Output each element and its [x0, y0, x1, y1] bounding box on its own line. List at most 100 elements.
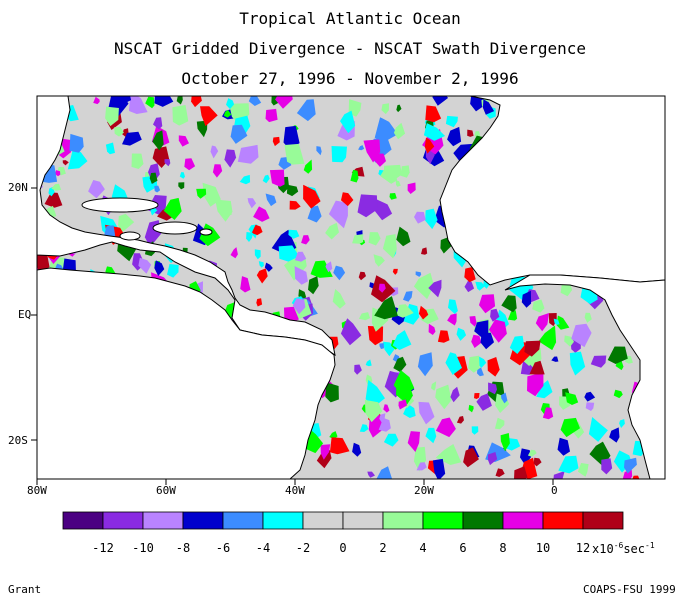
field-patch: [383, 404, 390, 413]
lon-label-20w: 20W: [414, 484, 434, 497]
field-patch: [389, 193, 397, 200]
field-patch: [469, 316, 477, 327]
field-patch: [329, 437, 350, 455]
field-patch: [248, 96, 262, 106]
field-patch: [308, 276, 319, 295]
field-patch: [453, 143, 473, 168]
field-patch: [577, 463, 589, 477]
field-patch: [613, 389, 623, 399]
field-patch: [456, 416, 464, 424]
lon-label-60w: 60W: [156, 484, 176, 497]
field-patch: [396, 104, 402, 113]
field-patch: [122, 131, 142, 146]
field-patch: [477, 367, 484, 377]
field-patch: [178, 182, 185, 190]
field-patch: [325, 222, 339, 240]
field-patch: [367, 471, 375, 478]
field-patch: [450, 386, 460, 403]
field-patch: [357, 194, 378, 218]
field-patch: [393, 356, 407, 373]
field-patch: [262, 174, 270, 184]
field-patch: [286, 184, 299, 197]
field-patch: [622, 469, 633, 479]
colorbar-swatch: [222, 511, 264, 530]
field-patch: [495, 468, 505, 477]
field-patch: [380, 165, 398, 184]
colorbar-tick-label: 0: [339, 541, 347, 555]
field-patch: [359, 424, 369, 432]
field-patch: [588, 417, 608, 442]
field-patch: [105, 142, 115, 155]
field-patch: [500, 433, 510, 452]
field-patch: [494, 417, 505, 430]
field-patch: [221, 210, 233, 218]
field-patch: [341, 192, 354, 207]
field-patch: [378, 417, 391, 432]
field-patch: [200, 106, 218, 127]
field-patch: [62, 160, 69, 166]
field-patch: [296, 99, 316, 122]
colorbar-swatch: [182, 511, 224, 530]
field-patch: [320, 444, 331, 460]
land-africa: [504, 274, 665, 479]
colorbar-tick-label: 12: [575, 541, 591, 555]
field-patch: [131, 153, 144, 169]
field-patch: [354, 364, 362, 375]
field-patch: [364, 399, 383, 423]
field-patch: [254, 249, 261, 260]
field-patch: [333, 265, 346, 281]
field-patch: [425, 208, 438, 230]
field-patch: [514, 466, 528, 479]
colorbar-swatch: [142, 511, 184, 530]
field-patch: [403, 303, 420, 325]
colorbar-swatch: [302, 511, 344, 530]
lat-label-20s: 20S: [8, 434, 28, 447]
colorbar-swatch: [102, 511, 144, 530]
field-patch: [551, 356, 559, 362]
axis-ticks: [31, 187, 554, 485]
field-patch: [413, 272, 434, 300]
field-patch: [246, 232, 253, 242]
colorbar-tick-label: -6: [215, 541, 231, 555]
field-patch: [367, 326, 384, 346]
field-patch: [167, 264, 179, 278]
field-patch: [424, 137, 435, 154]
field-patch: [445, 352, 462, 375]
field-patch: [571, 323, 592, 348]
field-patch: [340, 110, 356, 134]
field-patch: [163, 197, 182, 220]
colorbar-swatch: [342, 511, 384, 530]
field-patch: [396, 304, 414, 318]
field-patch: [607, 346, 628, 364]
field-patch: [400, 165, 410, 178]
colorbar-tick-label: 4: [419, 541, 427, 555]
field-patch: [464, 267, 476, 283]
colorbar-tick-label: 8: [499, 541, 507, 555]
field-patch: [172, 105, 189, 126]
colorbar-tick-label: -10: [132, 541, 154, 555]
field-patch: [332, 289, 346, 309]
field-patch: [184, 158, 196, 171]
field-patch: [358, 145, 365, 151]
field-patch: [509, 335, 525, 354]
field-patch: [278, 245, 300, 262]
field-patch: [448, 299, 458, 314]
plot-area: [37, 96, 665, 479]
field-patch: [414, 211, 426, 224]
field-patch: [288, 229, 300, 239]
field-patch: [303, 184, 321, 209]
field-patch: [584, 312, 592, 323]
field-patch: [488, 319, 507, 343]
figure-title: Tropical Atlantic Ocean: [239, 9, 461, 28]
field-patch: [105, 106, 119, 127]
land-south-america: [37, 267, 336, 479]
field-patch: [292, 298, 306, 315]
field-patch: [464, 280, 475, 293]
field-patch: [149, 172, 158, 184]
field-patch: [557, 437, 570, 456]
field-patch: [224, 149, 237, 168]
field-patch: [416, 462, 427, 471]
colorbar-tick-label: 10: [535, 541, 551, 555]
field-patch: [403, 291, 413, 302]
field-patch: [521, 290, 532, 308]
